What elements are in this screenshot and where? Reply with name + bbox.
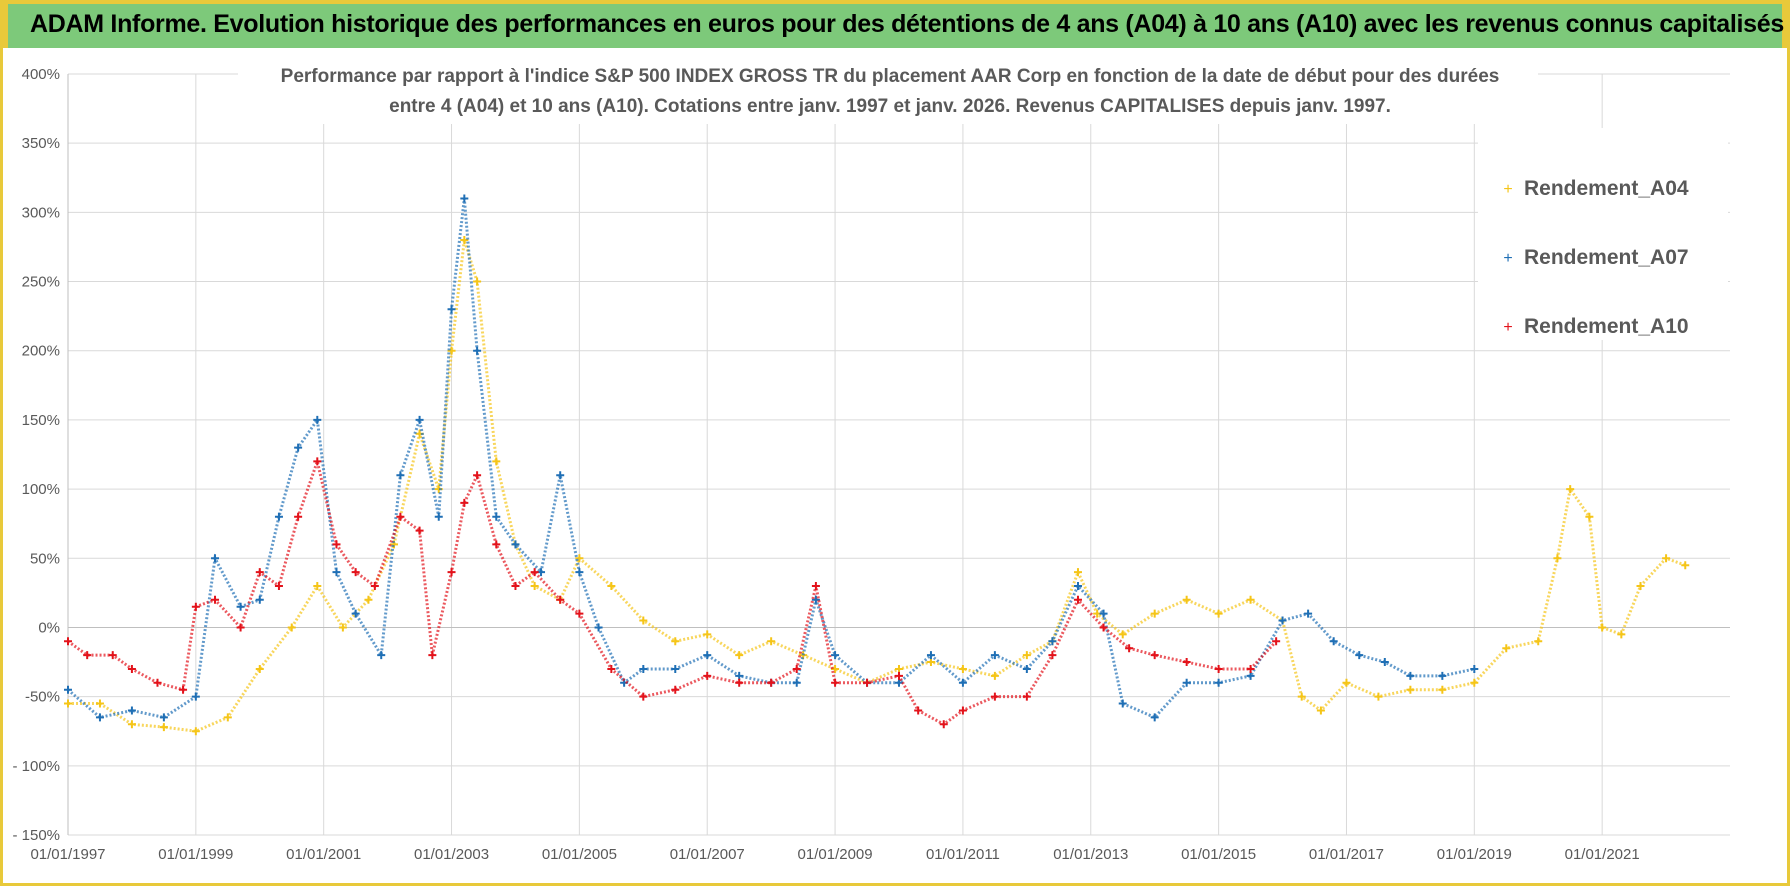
x-tick-label: 01/01/2005 xyxy=(542,846,617,863)
data-series xyxy=(64,194,1690,736)
point-a04 xyxy=(1118,630,1127,639)
point-a10 xyxy=(1099,623,1108,632)
point-a04 xyxy=(671,637,680,646)
x-axis-tick-labels: 01/01/1997 01/01/1999 01/01/2001 01/01/2003… xyxy=(30,846,1639,863)
y-tick-label: -50% xyxy=(25,689,60,706)
x-tick-label: 01/01/2011 xyxy=(926,846,1000,863)
x-tick-label: 01/01/2013 xyxy=(1053,846,1128,863)
x-tick-label: 01/01/2009 xyxy=(798,846,873,863)
trace-a07 xyxy=(67,198,1475,720)
y-tick-label: 150% xyxy=(22,412,60,429)
point-a07 xyxy=(1150,713,1159,722)
legend-marker-a04: + xyxy=(1503,181,1512,198)
x-tick-label: 01/01/1999 xyxy=(158,846,233,863)
legend: + Rendement_A04 + Rendement_A07 + Rendem… xyxy=(1478,128,1728,340)
x-tick-label: 01/01/1997 xyxy=(30,846,105,863)
y-axis-tick-labels: 400% 350% 300% 250% 200% 150% 100% 50% 0% -50% - 1… xyxy=(12,66,60,844)
y-tick-label: 100% xyxy=(22,481,60,498)
banner-title: ADAM Informe. Evolution historique des p… xyxy=(30,10,1784,38)
x-tick-label: 01/01/2001 xyxy=(286,846,361,863)
x-tick-label: 01/01/2017 xyxy=(1309,846,1384,863)
y-tick-label: 200% xyxy=(22,343,60,360)
x-tick-label: 01/01/2021 xyxy=(1565,846,1640,863)
x-tick-label: 01/01/2003 xyxy=(414,846,489,863)
x-tick-label: 01/01/2019 xyxy=(1437,846,1512,863)
point-a10 xyxy=(83,651,92,660)
point-a10 xyxy=(1272,637,1281,646)
trace-a04 xyxy=(68,239,1686,733)
chart-title-background xyxy=(238,58,1538,124)
point-a07 xyxy=(64,685,72,694)
trace-a10 xyxy=(67,456,1278,727)
point-a10 xyxy=(530,568,539,577)
performance-scatter-chart: 400% 350% 300% 250% 200% 150% 100% 50% 0% -50% - 1… xyxy=(12,58,1730,863)
point-a07 xyxy=(958,678,967,687)
x-tick-label: 01/01/2007 xyxy=(670,846,745,863)
y-tick-label: 300% xyxy=(22,204,60,221)
series-a10 xyxy=(64,456,1281,729)
title-banner: ADAM Informe. Evolution historique des p… xyxy=(0,0,1790,48)
y-tick-label: 400% xyxy=(22,66,60,83)
point-a07 xyxy=(313,415,322,424)
legend-background xyxy=(1478,128,1728,340)
point-a04 xyxy=(287,623,296,632)
chart-frame xyxy=(0,48,1790,886)
legend-marker-a07: + xyxy=(1503,250,1512,267)
y-tick-label: 350% xyxy=(22,135,60,152)
point-a07 xyxy=(511,540,520,549)
legend-marker-a10: + xyxy=(1503,319,1512,336)
legend-label-a10: Rendement_A10 xyxy=(1524,315,1689,338)
point-a04 xyxy=(1681,561,1690,570)
point-a04 xyxy=(607,581,616,590)
legend-label-a07: Rendement_A07 xyxy=(1524,246,1689,269)
x-tick-label: 01/01/2015 xyxy=(1181,846,1256,863)
chart-title-line1: Performance par rapport à l'indice S&P 5… xyxy=(281,66,1500,87)
y-tick-label: - 100% xyxy=(12,758,60,775)
y-tick-label: - 150% xyxy=(12,827,60,844)
y-tick-label: 0% xyxy=(38,619,60,636)
point-a07 xyxy=(1073,581,1082,590)
point-a07 xyxy=(1099,609,1108,618)
y-tick-label: 50% xyxy=(30,550,60,567)
y-tick-label: 250% xyxy=(22,274,60,291)
point-a04 xyxy=(255,664,264,673)
chart-title-line2: entre 4 (A04) et 10 ans (A10). Cotations… xyxy=(389,96,1391,117)
point-a04 xyxy=(1566,485,1575,494)
legend-label-a04: Rendement_A04 xyxy=(1524,177,1689,200)
series-a04 xyxy=(64,236,1690,736)
